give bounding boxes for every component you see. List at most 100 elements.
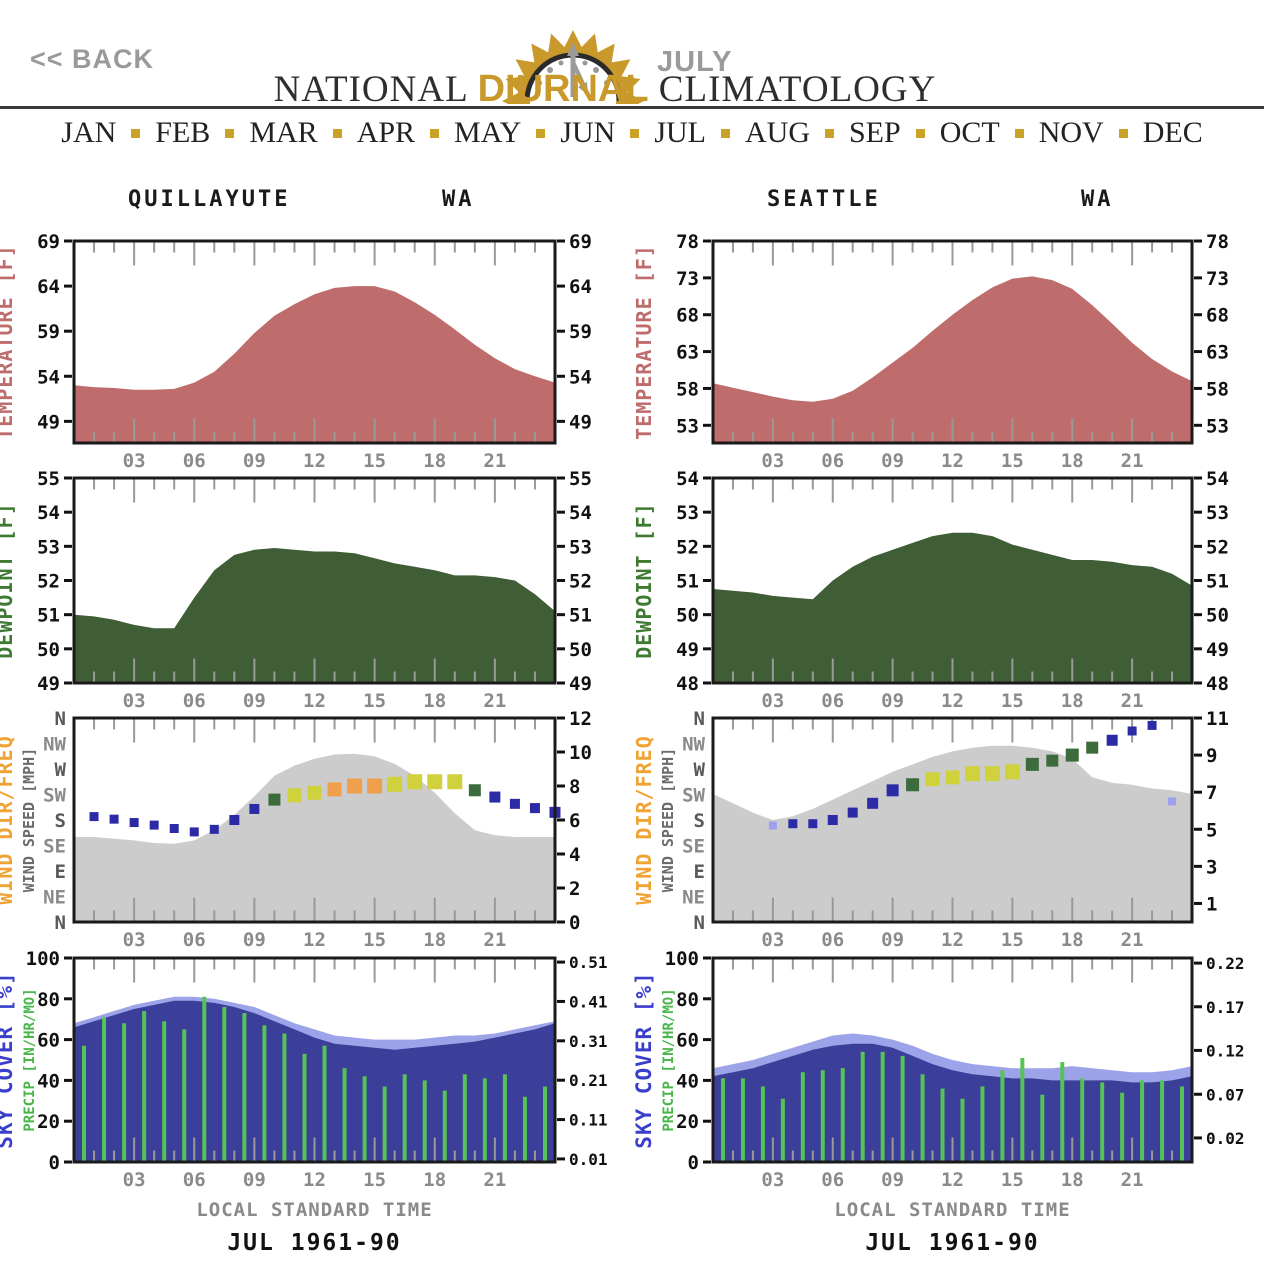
- svg-text:LOCAL STANDARD TIME: LOCAL STANDARD TIME: [834, 1199, 1070, 1221]
- month-separator: [915, 128, 925, 138]
- svg-text:20: 20: [676, 1111, 699, 1133]
- svg-text:NW: NW: [682, 734, 705, 756]
- svg-text:09: 09: [881, 450, 904, 472]
- svg-text:09: 09: [243, 450, 266, 472]
- svg-text:06: 06: [183, 1169, 206, 1191]
- svg-text:50: 50: [37, 639, 60, 661]
- svg-text:18: 18: [423, 929, 446, 951]
- svg-text:21: 21: [483, 929, 506, 951]
- wind-direction-marker: [1004, 764, 1020, 780]
- wind-direction-marker: [1127, 726, 1137, 736]
- svg-text:63: 63: [676, 342, 699, 364]
- svg-text:49: 49: [37, 673, 60, 695]
- month-jun[interactable]: JUN: [560, 116, 616, 149]
- month-oct[interactable]: OCT: [939, 116, 1000, 149]
- wind-direction-marker: [509, 798, 520, 809]
- svg-text:NE: NE: [682, 887, 705, 909]
- svg-text:15: 15: [363, 450, 386, 472]
- svg-text:0.17: 0.17: [1206, 998, 1245, 1017]
- svg-text:06: 06: [821, 1169, 844, 1191]
- svg-text:21: 21: [1121, 929, 1144, 951]
- svg-text:80: 80: [676, 989, 699, 1011]
- month-aug[interactable]: AUG: [745, 116, 810, 149]
- header-rule: [0, 106, 1264, 109]
- svg-text:QUILLAYUTE: QUILLAYUTE: [128, 187, 290, 212]
- svg-text:E: E: [55, 861, 66, 883]
- svg-text:03: 03: [761, 690, 784, 712]
- svg-text:2: 2: [569, 878, 580, 900]
- svg-text:48: 48: [1206, 673, 1229, 695]
- month-mar[interactable]: MAR: [249, 116, 318, 149]
- precip-bar: [202, 996, 207, 1162]
- svg-text:49: 49: [676, 639, 699, 661]
- svg-text:21: 21: [483, 1169, 506, 1191]
- month-may[interactable]: MAY: [454, 116, 522, 149]
- wind-direction-marker: [1106, 734, 1118, 746]
- precip-bar: [502, 1074, 507, 1162]
- wind-direction-marker: [1065, 748, 1079, 762]
- precip-bar: [720, 1078, 725, 1162]
- logo-month-label: JULY: [657, 46, 733, 78]
- svg-text:03: 03: [761, 1169, 784, 1191]
- svg-text:80: 80: [37, 989, 60, 1011]
- wind-direction-marker: [964, 766, 980, 782]
- month-separator: [430, 128, 440, 138]
- precip-bar: [402, 1074, 407, 1162]
- precip-bar: [920, 1074, 925, 1162]
- month-dec[interactable]: DEC: [1142, 116, 1203, 149]
- svg-text:SE: SE: [43, 836, 66, 858]
- svg-text:12: 12: [303, 929, 326, 951]
- svg-text:3: 3: [1206, 856, 1217, 878]
- svg-text:60: 60: [37, 1030, 60, 1052]
- month-feb[interactable]: FEB: [155, 116, 211, 149]
- precip-bar: [442, 1090, 447, 1162]
- svg-text:60: 60: [676, 1030, 699, 1052]
- svg-text:12: 12: [941, 929, 964, 951]
- month-jan[interactable]: JAN: [61, 116, 117, 149]
- wind-direction-marker: [489, 791, 501, 803]
- precip-bar: [282, 1033, 287, 1162]
- precip-bar: [1000, 1070, 1005, 1162]
- month-nov[interactable]: NOV: [1038, 116, 1104, 149]
- svg-text:18: 18: [423, 450, 446, 472]
- svg-text:WIND SPEED [MPH]: WIND SPEED [MPH]: [659, 748, 677, 893]
- precip-bar: [940, 1088, 945, 1162]
- wind-direction-marker: [427, 774, 443, 790]
- precip-bar: [482, 1078, 487, 1162]
- svg-text:SKY COVER [%]: SKY COVER [%]: [0, 971, 17, 1148]
- svg-text:53: 53: [676, 415, 699, 437]
- wind-direction-marker: [1086, 741, 1099, 754]
- svg-text:52: 52: [569, 571, 592, 593]
- svg-text:10: 10: [569, 742, 592, 764]
- seattle-dewpoint-chart: 48 48 49 49 50 50 51 51 52 52 53 53 54 54 03 06 09 12 15 18…: [632, 468, 1229, 712]
- svg-text:49: 49: [569, 673, 592, 695]
- svg-text:N: N: [55, 708, 66, 730]
- month-jul[interactable]: JUL: [654, 116, 706, 149]
- svg-text:18: 18: [1061, 450, 1084, 472]
- wind-direction-marker: [1147, 720, 1157, 730]
- svg-text:4: 4: [569, 844, 580, 866]
- svg-text:SKY COVER [%]: SKY COVER [%]: [632, 971, 656, 1148]
- svg-text:N: N: [694, 708, 705, 730]
- svg-text:0.41: 0.41: [569, 992, 608, 1011]
- svg-text:68: 68: [1206, 305, 1229, 327]
- precip-bar: [82, 1045, 87, 1162]
- precip-bar: [760, 1086, 765, 1162]
- svg-text:15: 15: [363, 1169, 386, 1191]
- svg-text:69: 69: [569, 231, 592, 253]
- wind-direction-marker: [847, 807, 858, 818]
- wind-direction-marker: [169, 824, 179, 833]
- back-link[interactable]: << BACK: [30, 44, 155, 74]
- month-apr[interactable]: APR: [356, 116, 416, 149]
- month-separator: [630, 128, 640, 138]
- svg-text:06: 06: [183, 450, 206, 472]
- month-sep[interactable]: SEP: [849, 116, 901, 149]
- svg-text:0.51: 0.51: [569, 953, 608, 972]
- svg-text:LOCAL STANDARD TIME: LOCAL STANDARD TIME: [196, 1199, 432, 1221]
- title-national: NATIONAL: [273, 69, 468, 110]
- svg-text:54: 54: [569, 366, 592, 388]
- wind-direction-marker: [367, 778, 383, 794]
- page-title: NATIONAL DIURNAL CLIMATOLOGY: [0, 68, 1210, 111]
- svg-text:63: 63: [1206, 342, 1229, 364]
- precip-bar: [1160, 1080, 1165, 1162]
